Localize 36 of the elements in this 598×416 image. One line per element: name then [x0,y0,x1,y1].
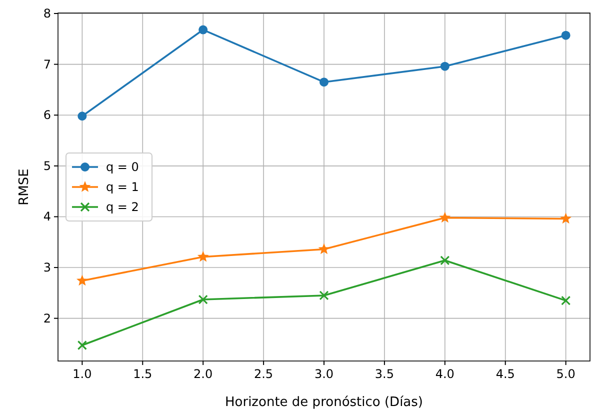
point [198,294,208,304]
x-tick-label: 2.5 [254,367,274,381]
y-tick-label: 7 [43,57,51,72]
point [318,243,330,254]
point [439,212,451,223]
y-tick-label: 6 [43,108,51,122]
y-tick-label: 4 [43,210,51,224]
x-tick-label: 3.5 [374,367,394,381]
legend-label: q = 2 [106,200,139,214]
point [440,256,450,266]
x-axis-title: Horizonte de pronóstico (Días) [225,395,423,410]
point [77,340,87,350]
point [198,25,208,34]
x-tick-label: 4.5 [496,367,515,381]
point [76,274,88,286]
point [197,250,209,262]
y-tick-label: 8 [43,6,51,21]
point [560,212,572,224]
legend-label: q = 1 [106,180,139,194]
point [440,62,450,71]
point [78,112,87,121]
x-tick-label: 2.0 [194,367,213,381]
y-tick-label: 5 [43,158,51,173]
y-tick-label: 2 [43,311,51,326]
point [561,296,571,306]
y-tick-label: 3 [43,260,51,275]
point [320,78,328,87]
x-tick-label: 5.0 [556,367,576,381]
legend-label: q = 0 [106,160,139,174]
x-tick-label: 4.0 [435,367,454,381]
point [561,30,570,40]
point [319,290,329,300]
x-tick-label: 1.5 [133,367,152,381]
x-tick-label: 3.0 [314,367,334,381]
x-tick-label: 1.0 [72,367,92,381]
y-axis-title: RMSE [17,168,32,206]
